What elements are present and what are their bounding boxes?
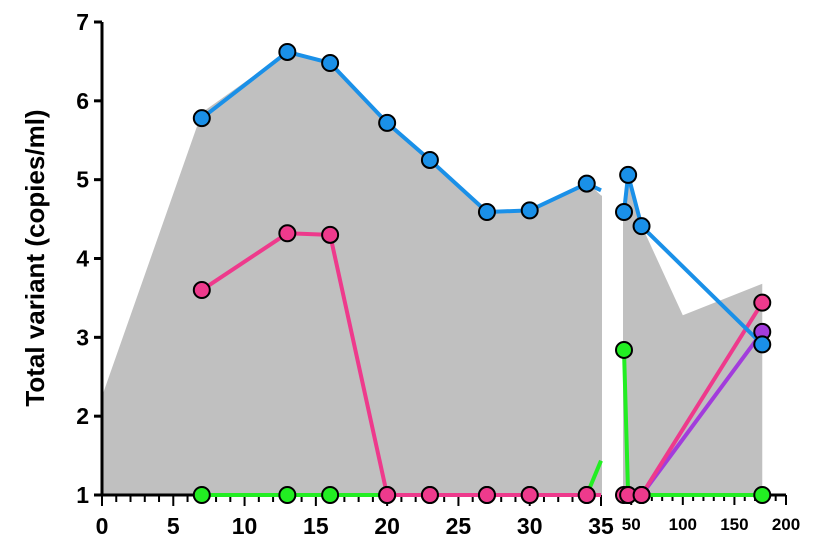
- data-point-green: [753, 486, 772, 504]
- axis-break-gap: [602, 17, 623, 500]
- data-point-pink: [632, 486, 651, 504]
- data-point-green: [321, 486, 340, 504]
- x-tick-label: 5: [167, 513, 180, 539]
- series-line-blue: [527, 181, 589, 213]
- series-line-purple: [639, 329, 765, 497]
- x-tick-label: 100: [669, 515, 697, 534]
- series-line-blue: [199, 49, 290, 121]
- series-line-blue: [427, 157, 489, 214]
- data-point-blue: [632, 217, 651, 236]
- x-tick-label: 10: [232, 513, 258, 539]
- data-point-pink: [477, 486, 496, 504]
- x-tick-label: 150: [720, 515, 748, 534]
- data-point-pink: [520, 486, 539, 504]
- data-point-green: [278, 486, 297, 504]
- y-axis-title: Total variant (copies/ml): [20, 109, 50, 406]
- data-point-pink: [192, 281, 211, 300]
- point-layer: [192, 42, 772, 504]
- shaded-area: [102, 51, 763, 495]
- x-tick-label: 20: [374, 513, 400, 539]
- data-point-blue: [192, 109, 211, 128]
- data-point-blue: [520, 201, 539, 220]
- y-tick-label: 7: [76, 9, 89, 35]
- series-line-pink: [328, 232, 390, 497]
- y-tick-label: 2: [76, 403, 89, 429]
- data-point-pink: [753, 293, 772, 312]
- data-point-pink: [321, 225, 340, 244]
- x-tick-label: 30: [517, 513, 543, 539]
- data-point-blue: [615, 202, 633, 221]
- data-point-pink: [278, 224, 297, 243]
- data-point-pink: [420, 486, 439, 504]
- data-point-green: [192, 486, 211, 504]
- data-point-blue: [577, 174, 596, 193]
- y-tick-label: 4: [76, 246, 89, 272]
- y-tick-label: 1: [76, 482, 89, 508]
- x-tick-label: 0: [96, 513, 109, 539]
- series-line-pink: [199, 231, 290, 293]
- x-tick-label: 200: [772, 515, 800, 534]
- y-tick-label: 6: [76, 88, 89, 114]
- y-tick-label: 3: [76, 324, 89, 350]
- data-point-blue: [477, 202, 496, 221]
- data-point-blue: [753, 335, 772, 354]
- data-point-pink: [378, 486, 397, 504]
- data-point-blue: [378, 113, 397, 132]
- x-tick-label: 35: [588, 513, 614, 539]
- series-line-green: [622, 347, 631, 497]
- series-line-pink: [639, 300, 765, 497]
- data-point-blue: [321, 53, 340, 72]
- data-point-green: [615, 340, 633, 359]
- data-point-blue: [278, 42, 297, 61]
- series-line-blue: [328, 60, 390, 125]
- x-tick-label: 50: [622, 515, 641, 534]
- y-tick-label: 5: [76, 167, 89, 193]
- x-tick-label: 15: [303, 513, 329, 539]
- data-point-blue: [619, 165, 638, 184]
- data-point-pink: [577, 486, 596, 504]
- data-point-blue: [420, 150, 439, 169]
- series-line-blue: [639, 224, 765, 347]
- label-layer: 1 2 3 4 5 6 7 0 5 10 15 20 25 30 35 50 100 150 200: [76, 9, 800, 539]
- area-layer: [102, 17, 763, 500]
- series-line-blue: [385, 120, 432, 162]
- x-tick-label: 25: [446, 513, 472, 539]
